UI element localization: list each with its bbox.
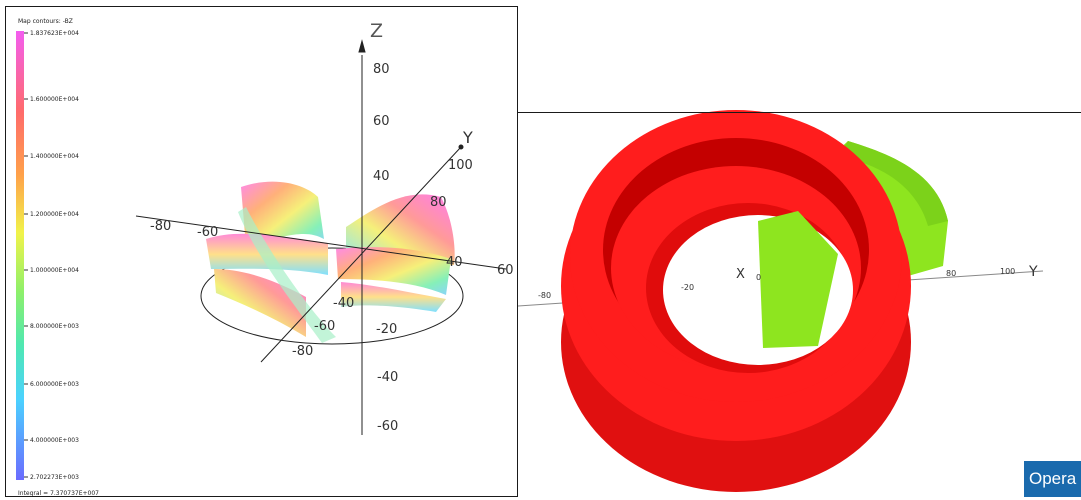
legend-tick: 4.000000E+003 bbox=[30, 437, 79, 444]
color-legend-bar bbox=[16, 31, 24, 480]
x-tick: 40 bbox=[446, 255, 463, 270]
x-tick: -60 bbox=[197, 225, 218, 240]
diag-tick: -60 bbox=[314, 319, 335, 334]
map-title: Map contours: -BZ bbox=[18, 18, 73, 25]
z-tick: 40 bbox=[373, 169, 390, 184]
right-tick: -80 bbox=[538, 291, 551, 300]
right-tick: 0 bbox=[756, 273, 761, 282]
z-tick: 60 bbox=[373, 114, 390, 129]
right-tick: 100 bbox=[1000, 267, 1015, 276]
right-y-label: Y bbox=[1028, 264, 1038, 280]
legend-tick: 1.600000E+004 bbox=[30, 96, 79, 103]
legend-tick: 1.837623E+004 bbox=[30, 30, 79, 37]
legend-ticks: 1.837623E+004 1.600000E+004 1.400000E+00… bbox=[24, 30, 79, 481]
legend-tick: 1.000000E+004 bbox=[30, 267, 79, 274]
diag-tick: -80 bbox=[292, 344, 313, 359]
y-axis-label: Y bbox=[462, 128, 473, 147]
z-tick: 80 bbox=[373, 62, 390, 77]
legend-tick: 2.702273E+003 bbox=[30, 474, 79, 481]
diag-tick: -40 bbox=[333, 296, 354, 311]
legend-tick: 1.200000E+004 bbox=[30, 211, 79, 218]
right-tick: 80 bbox=[946, 269, 956, 278]
legend-tick: 1.400000E+004 bbox=[30, 153, 79, 160]
z-tick: -20 bbox=[376, 322, 397, 337]
panel-divider bbox=[518, 112, 1081, 113]
legend-tick: 8.000000E+003 bbox=[30, 323, 79, 330]
coil-model-panel: Y X -80 -20 0 80 100 bbox=[518, 6, 1081, 497]
axes bbox=[135, 39, 507, 435]
green-block-inner bbox=[758, 211, 838, 348]
contour-map-panel: Map contours: -BZ Integral = 7.370737E+0… bbox=[5, 6, 518, 497]
y-tick: 100 bbox=[448, 158, 473, 173]
right-x-label: X bbox=[736, 267, 745, 282]
y-tick: 80 bbox=[430, 195, 447, 210]
right-tick: -20 bbox=[681, 283, 694, 292]
coil-3d-svg: Y X -80 -20 0 80 100 bbox=[518, 110, 1044, 492]
integral-readout: Integral = 7.370737E+007 bbox=[18, 490, 99, 497]
z-tick: -60 bbox=[377, 419, 398, 434]
x-tick: -80 bbox=[150, 219, 171, 234]
legend-tick: 6.000000E+003 bbox=[30, 381, 79, 388]
z-tick: -40 bbox=[377, 370, 398, 385]
x-tick: 60 bbox=[497, 263, 514, 278]
red-coil bbox=[561, 110, 911, 492]
base-ring bbox=[200, 247, 464, 345]
opera-badge[interactable]: Opera bbox=[1024, 461, 1081, 497]
contour-plot-svg: 1.837623E+004 1.600000E+004 1.400000E+00… bbox=[16, 20, 514, 481]
z-axis-label: Z bbox=[370, 20, 383, 42]
